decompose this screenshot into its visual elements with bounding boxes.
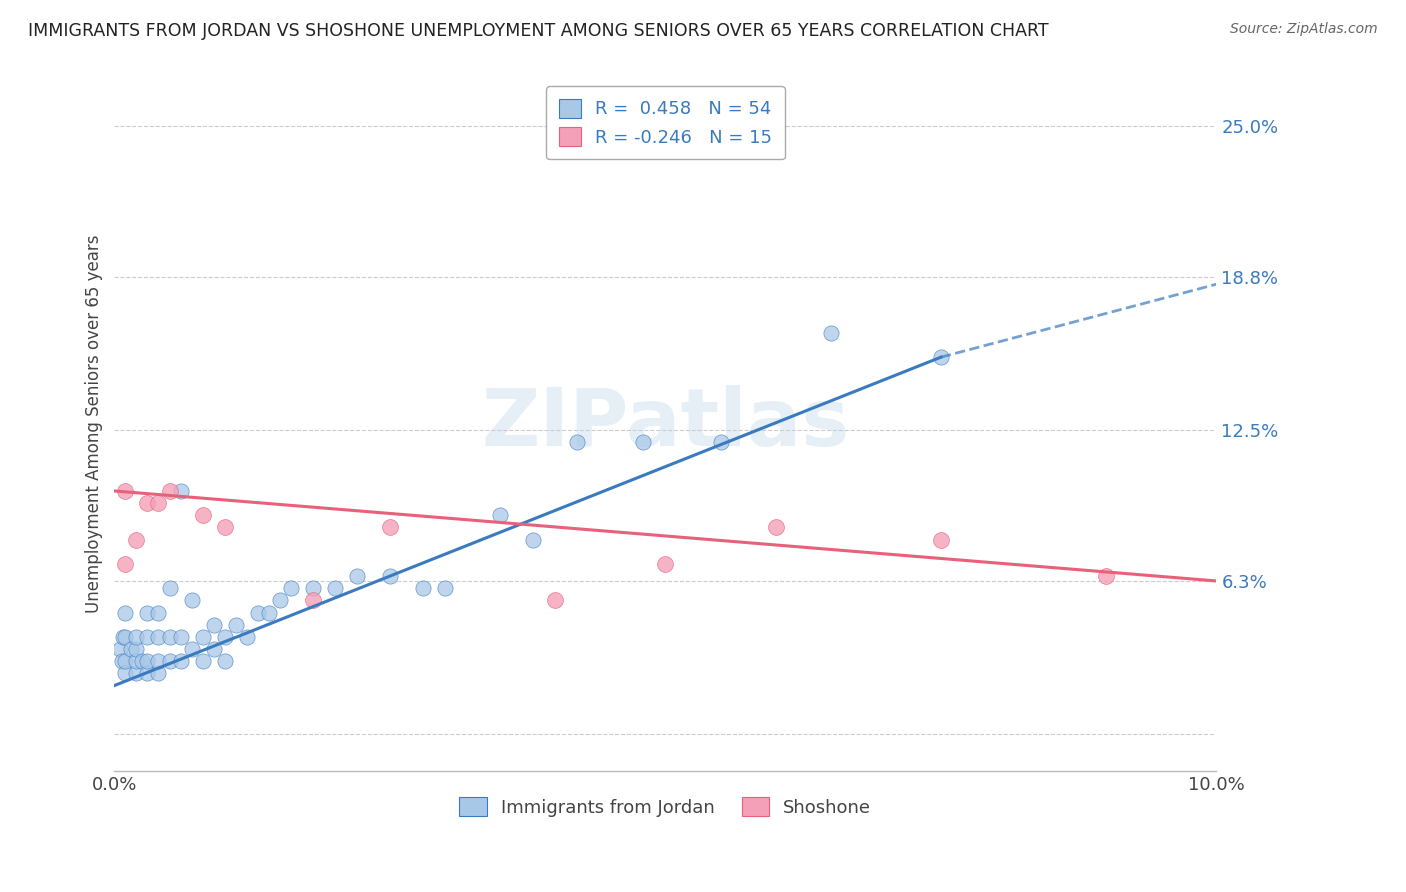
- Point: [412, 581, 434, 595]
- Point: [378, 520, 401, 534]
- Point: [148, 666, 170, 681]
- Point: [114, 483, 136, 498]
- Point: [114, 654, 136, 668]
- Point: [108, 642, 131, 657]
- Point: [301, 593, 323, 607]
- Point: [522, 533, 544, 547]
- Point: [125, 533, 148, 547]
- Point: [125, 642, 148, 657]
- Point: [820, 326, 842, 340]
- Point: [202, 617, 225, 632]
- Point: [489, 508, 512, 523]
- Point: [301, 581, 323, 595]
- Text: ZIPatlas: ZIPatlas: [481, 385, 849, 463]
- Point: [434, 581, 457, 595]
- Point: [214, 654, 236, 668]
- Point: [148, 630, 170, 644]
- Point: [269, 593, 291, 607]
- Point: [214, 520, 236, 534]
- Point: [169, 630, 191, 644]
- Point: [180, 642, 202, 657]
- Point: [709, 435, 731, 450]
- Point: [148, 496, 170, 510]
- Point: [125, 666, 148, 681]
- Y-axis label: Unemployment Among Seniors over 65 years: Unemployment Among Seniors over 65 years: [86, 235, 103, 614]
- Point: [323, 581, 346, 595]
- Point: [159, 483, 181, 498]
- Point: [148, 606, 170, 620]
- Point: [125, 654, 148, 668]
- Point: [214, 630, 236, 644]
- Point: [148, 654, 170, 668]
- Point: [257, 606, 280, 620]
- Point: [114, 606, 136, 620]
- Point: [180, 593, 202, 607]
- Point: [131, 654, 153, 668]
- Point: [191, 630, 214, 644]
- Point: [378, 569, 401, 583]
- Text: IMMIGRANTS FROM JORDAN VS SHOSHONE UNEMPLOYMENT AMONG SENIORS OVER 65 YEARS CORR: IMMIGRANTS FROM JORDAN VS SHOSHONE UNEMP…: [28, 22, 1049, 40]
- Point: [1095, 569, 1118, 583]
- Text: Source: ZipAtlas.com: Source: ZipAtlas.com: [1230, 22, 1378, 37]
- Point: [346, 569, 368, 583]
- Point: [633, 435, 655, 450]
- Point: [114, 666, 136, 681]
- Point: [136, 606, 159, 620]
- Point: [567, 435, 589, 450]
- Point: [765, 520, 787, 534]
- Point: [169, 483, 191, 498]
- Point: [112, 630, 135, 644]
- Point: [159, 581, 181, 595]
- Point: [120, 642, 142, 657]
- Point: [202, 642, 225, 657]
- Point: [191, 654, 214, 668]
- Point: [235, 630, 257, 644]
- Point: [159, 630, 181, 644]
- Point: [191, 508, 214, 523]
- Point: [125, 630, 148, 644]
- Point: [246, 606, 269, 620]
- Point: [280, 581, 302, 595]
- Legend: Immigrants from Jordan, Shoshone: Immigrants from Jordan, Shoshone: [453, 790, 879, 824]
- Point: [225, 617, 247, 632]
- Point: [929, 533, 952, 547]
- Point: [169, 654, 191, 668]
- Point: [136, 630, 159, 644]
- Point: [136, 666, 159, 681]
- Point: [159, 654, 181, 668]
- Point: [114, 630, 136, 644]
- Point: [111, 654, 134, 668]
- Point: [136, 496, 159, 510]
- Point: [654, 557, 676, 571]
- Point: [136, 654, 159, 668]
- Point: [114, 557, 136, 571]
- Point: [929, 350, 952, 364]
- Point: [544, 593, 567, 607]
